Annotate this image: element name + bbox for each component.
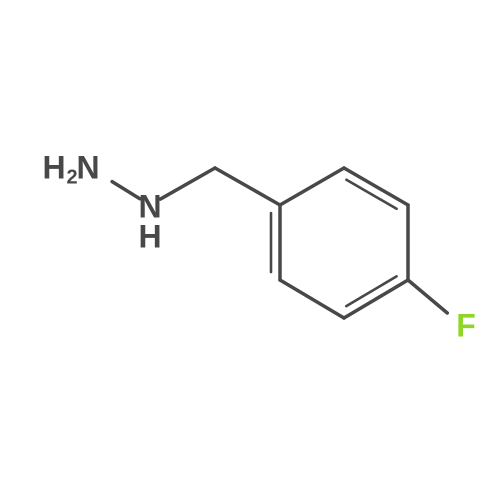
svg-text:N: N bbox=[76, 149, 99, 185]
svg-text:2: 2 bbox=[66, 166, 77, 188]
svg-text:F: F bbox=[456, 307, 476, 343]
svg-text:H: H bbox=[138, 218, 161, 254]
molecule-diagram: NH2NHF bbox=[0, 0, 500, 500]
svg-text:H: H bbox=[42, 149, 65, 185]
